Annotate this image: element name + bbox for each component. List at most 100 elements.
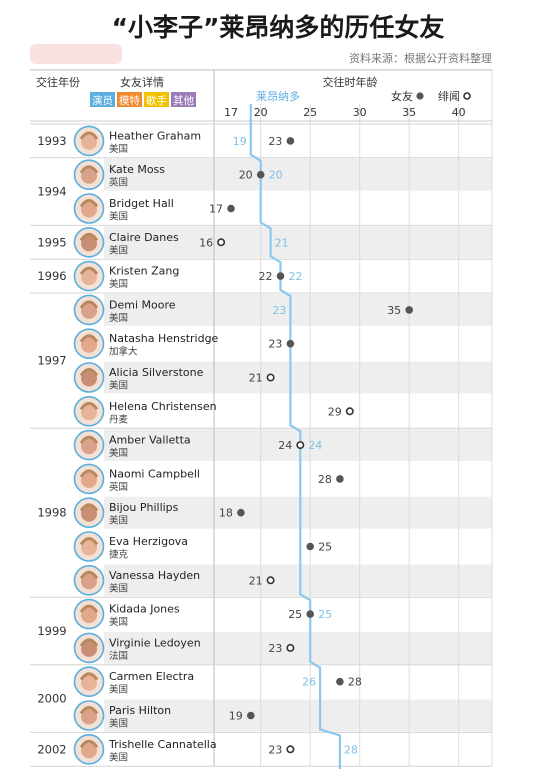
girlfriend-age-label: 28 <box>348 676 362 689</box>
year-label: 2002 <box>37 742 66 756</box>
avatar-hair <box>79 435 99 444</box>
girlfriend-age-label: 21 <box>249 372 263 385</box>
row-background <box>104 226 492 259</box>
category-swatch <box>144 92 169 107</box>
year-label: 1993 <box>37 134 66 148</box>
girlfriend-age-label: 35 <box>387 304 401 317</box>
rumor-marker <box>217 238 226 247</box>
avatar-hair <box>79 604 99 613</box>
leo-age-label: 21 <box>275 236 289 249</box>
girlfriend-name: Helena Christensen <box>109 400 217 413</box>
leo-age-label: 26 <box>302 676 316 689</box>
avatar-hair <box>79 165 99 174</box>
girlfriend-age-label: 29 <box>328 405 342 418</box>
rumor-legend-marker <box>463 92 471 100</box>
blurred-watermark <box>30 44 122 64</box>
x-tick-label: 35 <box>402 106 416 119</box>
row-background <box>104 632 492 664</box>
year-label: 1999 <box>37 624 66 638</box>
girlfriend-name: Paris Hilton <box>109 704 171 717</box>
girlfriend-country: 美国 <box>109 616 128 628</box>
leo-age-label: 22 <box>289 270 303 283</box>
category-label: 歌手 <box>146 94 167 107</box>
girlfriend-age-label: 23 <box>268 135 282 148</box>
year-label: 2000 <box>37 692 66 706</box>
rumor-legend-label: 绯闻 <box>438 89 460 103</box>
girlfriend-age-label: 28 <box>318 473 332 486</box>
rumor-marker <box>266 373 275 382</box>
avatar-face <box>81 370 97 387</box>
rumor-marker <box>266 576 275 585</box>
girlfriend-age-label: 19 <box>229 710 243 723</box>
avatar-hair <box>79 266 99 275</box>
girlfriend-name: Alicia Silverstone <box>109 366 204 379</box>
category-swatch <box>171 92 196 107</box>
year-label: 1994 <box>37 185 66 199</box>
girlfriend-country: 美国 <box>109 447 128 459</box>
avatar-face <box>81 133 97 150</box>
age-markers: 23 19 20 20 17 16 21 22 22 35 23 23 21 29 24 24 28 18 25 21… <box>199 135 414 756</box>
rumor-marker <box>286 643 295 652</box>
girlfriend-country: 美国 <box>109 312 128 324</box>
girlfriend-age-label: 20 <box>239 169 253 182</box>
avatar-hair <box>79 469 99 478</box>
girlfriend-age-label: 22 <box>259 270 273 283</box>
girlfriend-name: Natasha Henstridge <box>109 332 219 345</box>
column-header-age: 交往时年龄 <box>323 75 378 89</box>
avatar-hair <box>79 638 99 647</box>
girlfriend-country: 美国 <box>109 684 128 696</box>
avatar-face <box>81 607 97 624</box>
avatar-hair <box>79 503 99 512</box>
girlfriend-legend-label: 女友 <box>391 89 413 103</box>
girlfriend-country: 美国 <box>109 211 128 223</box>
girlfriend-age-label: 17 <box>209 203 223 216</box>
row-background <box>104 564 492 597</box>
girlfriend-country: 美国 <box>109 143 128 155</box>
girlfriend-name: Vanessa Hayden <box>109 569 200 582</box>
row-background <box>104 158 492 191</box>
girlfriend-age-label: 25 <box>288 608 302 621</box>
girlfriend-age-label: 23 <box>268 642 282 655</box>
avatar-face <box>81 471 97 488</box>
girlfriend-country: 英国 <box>109 481 128 493</box>
girlfriend-name: Demi Moore <box>109 298 176 311</box>
leo-legend-label: 莱昂纳多 <box>256 89 300 103</box>
girlfriend-age-label: 23 <box>268 338 282 351</box>
girlfriend-marker <box>306 542 315 551</box>
girlfriend-marker <box>256 170 265 179</box>
avatar-hair <box>79 570 99 580</box>
x-tick-label: 30 <box>353 106 367 119</box>
row-background <box>104 496 492 529</box>
girlfriend-marker <box>405 306 414 314</box>
girlfriend-country: 法国 <box>109 650 128 662</box>
category-label: 模特 <box>119 95 140 107</box>
leo-age-line <box>249 104 341 770</box>
leo-age-label: 24 <box>308 439 322 452</box>
leo-age-label: 25 <box>318 608 332 621</box>
girlfriend-name: Kate Moss <box>109 163 165 176</box>
row-background <box>104 361 492 394</box>
year-label: 1995 <box>37 235 66 249</box>
girlfriend-marker <box>237 508 245 517</box>
year-label: 1998 <box>37 506 66 520</box>
category-swatch <box>90 92 115 107</box>
avatar-face <box>81 640 97 657</box>
avatar-hair <box>79 368 99 377</box>
avatar-face <box>81 235 97 252</box>
x-tick-labels: 17 20 25 30 35 40 <box>224 106 466 119</box>
girlfriend-country: 美国 <box>109 582 128 594</box>
girlfriend-country: 美国 <box>109 515 128 527</box>
row-background <box>104 294 492 326</box>
girlfriend-name: Eva Herzigova <box>109 535 188 548</box>
girlfriend-country: 捷克 <box>109 549 129 561</box>
girlfriend-marker <box>247 711 255 720</box>
column-header-year: 交往年份 <box>36 75 80 89</box>
leo-age-label: 20 <box>269 169 283 182</box>
category-label: 演员 <box>92 94 113 107</box>
x-tick-label: 20 <box>254 106 268 119</box>
girlfriend-legend-marker <box>416 92 424 100</box>
x-tick-label: 25 <box>303 106 317 119</box>
girlfriend-name: Claire Danes <box>109 231 179 244</box>
rumor-marker <box>345 407 354 416</box>
